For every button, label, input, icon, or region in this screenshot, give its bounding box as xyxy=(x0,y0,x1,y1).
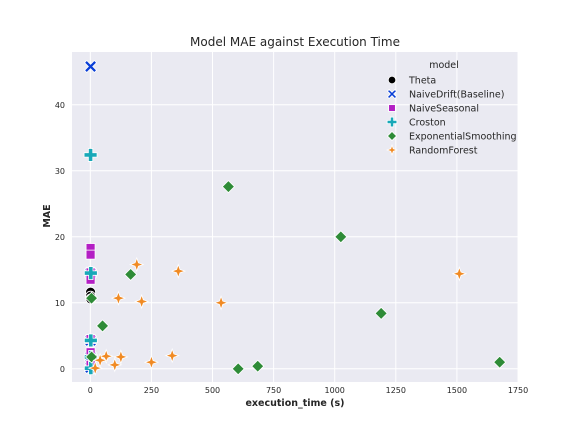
data-point xyxy=(129,256,145,273)
data-point xyxy=(231,362,245,376)
x-tick-label: 1750 xyxy=(508,386,528,395)
legend-marker xyxy=(386,130,398,142)
data-point xyxy=(221,180,235,194)
data-point xyxy=(98,348,114,364)
data-point xyxy=(95,319,110,333)
legend-label: Theta xyxy=(408,76,436,87)
legend-title: model xyxy=(429,60,459,71)
y-tick-label: 20 xyxy=(55,233,65,242)
legend: model Theta NaiveDrift(Baseline) NaiveSeas… xyxy=(385,60,517,157)
x-axis-label: execution_time (s) xyxy=(245,398,344,409)
data-point xyxy=(164,347,180,364)
legend-marker xyxy=(387,75,397,85)
data-point xyxy=(110,290,127,306)
legend-label: ExponentialSmoothing xyxy=(409,132,517,143)
y-ticks: 0 10 20 30 40 xyxy=(55,101,65,374)
data-point xyxy=(84,350,99,364)
data-point xyxy=(92,352,108,368)
x-tick-label: 1250 xyxy=(386,386,406,395)
data-point xyxy=(124,267,138,281)
data-point xyxy=(113,349,129,365)
data-point xyxy=(143,354,160,370)
y-tick-label: 0 xyxy=(60,365,65,374)
legend-label: NaiveDrift(Baseline) xyxy=(409,90,505,101)
x-tick-label: 1000 xyxy=(325,386,345,395)
x-tick-label: 750 xyxy=(266,386,281,395)
plot-area xyxy=(72,52,518,382)
y-tick-label: 40 xyxy=(55,101,65,110)
data-point xyxy=(85,249,96,260)
data-point xyxy=(84,59,98,74)
data-point xyxy=(213,295,229,311)
data-point xyxy=(334,230,348,244)
legend-marker xyxy=(386,116,398,128)
legend-label: Croston xyxy=(409,118,446,129)
data-points xyxy=(83,59,507,376)
data-point xyxy=(84,291,99,305)
data-point xyxy=(170,263,187,279)
x-tick-label: 500 xyxy=(205,386,220,395)
data-point xyxy=(374,306,388,320)
data-point xyxy=(451,266,468,282)
legend-marker xyxy=(385,143,399,157)
y-tick-label: 30 xyxy=(55,167,65,176)
chart-title: Model MAE against Execution Time xyxy=(190,35,400,49)
data-point xyxy=(83,148,98,162)
data-point xyxy=(251,359,265,373)
x-tick-label: 0 xyxy=(88,386,93,395)
legend-marker xyxy=(388,104,396,112)
x-tick-label: 1500 xyxy=(447,386,467,395)
data-point xyxy=(133,293,150,310)
data-point xyxy=(493,355,507,369)
y-axis-label: MAE xyxy=(42,204,53,227)
data-point xyxy=(87,360,103,376)
legend-label: RandomForest xyxy=(409,146,478,157)
y-tick-label: 10 xyxy=(55,299,65,308)
grid xyxy=(72,52,519,382)
x-tick-label: 250 xyxy=(144,386,159,395)
legend-label: NaiveSeasonal xyxy=(409,104,479,115)
data-point xyxy=(83,266,98,280)
data-point xyxy=(83,333,98,348)
x-ticks: 0 250 500 750 1000 1250 1500 1750 xyxy=(88,386,528,395)
data-point xyxy=(107,357,123,373)
legend-marker xyxy=(386,88,398,100)
